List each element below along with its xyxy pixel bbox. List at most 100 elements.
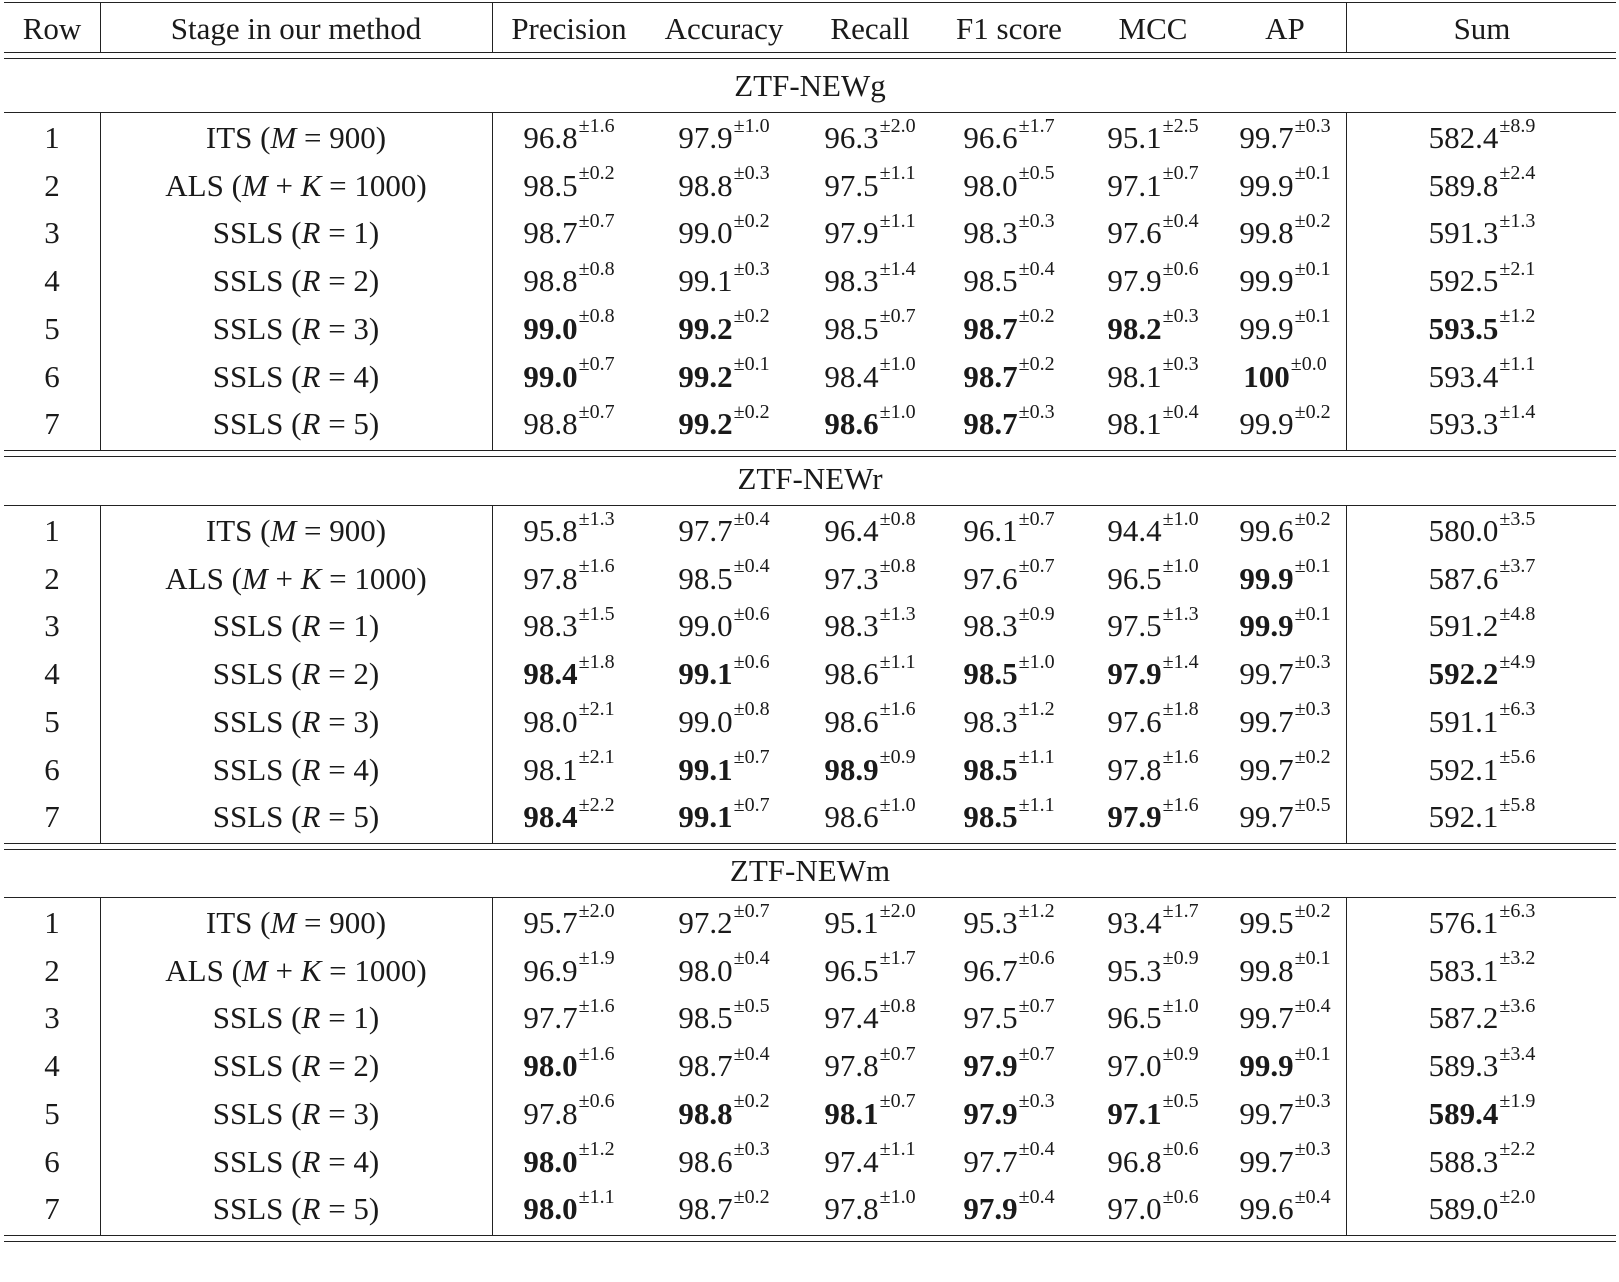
- metric-value: 97.8: [523, 560, 578, 596]
- metric-value: 97.5: [824, 167, 879, 203]
- metric-std: ±0.7: [733, 793, 770, 816]
- cell-accuracy: 99.1 ±0.7: [664, 746, 784, 794]
- cell-f1: 98.5 ±1.1: [952, 793, 1066, 841]
- metric-std: ±2.0: [879, 114, 916, 137]
- stage-name: ALS: [165, 952, 224, 988]
- metric-value: 95.8: [523, 513, 578, 548]
- cell-ap: 99.7 ±0.3: [1230, 698, 1340, 746]
- metric-std: ±0.8: [879, 994, 916, 1017]
- metric-value: 98.6: [678, 1143, 733, 1179]
- stage-cell: SSLS (R = 1): [212, 1000, 380, 1036]
- stage-param: R = 4: [301, 1143, 369, 1179]
- cell-ap: 99.9 ±0.1: [1230, 305, 1340, 353]
- cell-sum: 592.5 ±2.1: [1348, 257, 1616, 305]
- metric-std: ±8.9: [1499, 114, 1536, 137]
- metric-value: 98.0: [678, 952, 733, 988]
- section-bottom-rule-1: [4, 1234, 1616, 1236]
- cell-ap: 99.7 ±0.3: [1230, 114, 1340, 162]
- section-title-rule: [4, 112, 1616, 113]
- section-bottom-rule-2: [4, 455, 1616, 457]
- metric-value: 98.9: [824, 751, 879, 787]
- stage-param: R = 1: [301, 608, 369, 644]
- stage-cell: SSLS (R = 3): [212, 1095, 380, 1131]
- cell-ap: 99.9 ±0.1: [1230, 162, 1340, 210]
- metric-value: 97.5: [1107, 608, 1162, 644]
- row-number: 4: [44, 263, 60, 299]
- metric-std: ±2.5: [1162, 114, 1199, 137]
- cell-accuracy: 98.5 ±0.5: [664, 994, 784, 1042]
- metric-value: 98.8: [523, 406, 578, 442]
- metric-value: 97.9: [824, 215, 879, 251]
- header-sum: Sum: [1453, 11, 1511, 46]
- metric-value: 96.9: [523, 952, 578, 988]
- divider-stage: [492, 112, 493, 450]
- metric-std: ±1.6: [1162, 746, 1199, 768]
- metric-std: ±0.2: [733, 400, 770, 423]
- section-title: ZTF-NEWm: [729, 853, 891, 888]
- stage-name: SSLS: [212, 358, 284, 394]
- metric-std: ±2.4: [1499, 162, 1536, 185]
- metric-std: ±0.2: [1294, 899, 1331, 922]
- metric-value: 95.1: [824, 905, 879, 940]
- metric-value: 96.8: [1107, 1143, 1162, 1179]
- metric-std: ±0.9: [1018, 602, 1055, 625]
- stage-cell: SSLS (R = 5): [212, 799, 380, 835]
- stage-cell: SSLS (R = 4): [212, 358, 380, 394]
- metric-std: ±0.6: [1018, 947, 1055, 970]
- cell-accuracy: 97.2 ±0.7: [664, 899, 784, 947]
- metric-std: ±1.0: [879, 793, 916, 816]
- metric-std: ±1.7: [1018, 114, 1055, 137]
- table-row: 1 ITS (M = 900) 95.7 ±2.0 97.2 ±0.7 95.1 ±2.0 95…: [4, 899, 1616, 947]
- metric-std: ±0.5: [733, 994, 770, 1017]
- cell-sum: 592.1 ±5.8: [1348, 793, 1616, 841]
- header-accuracy: Accuracy: [664, 11, 784, 46]
- cell-accuracy: 99.2 ±0.2: [664, 400, 784, 448]
- metric-std: ±0.3: [1018, 209, 1055, 232]
- cell-sum: 592.2 ±4.9: [1348, 650, 1616, 698]
- metric-std: ±1.9: [1499, 1090, 1536, 1113]
- stage-cell: SSLS (R = 1): [212, 215, 380, 251]
- header-row-label: Row: [22, 11, 82, 46]
- cell-sum: 589.3 ±3.4: [1348, 1042, 1616, 1090]
- cell-precision: 98.8 ±0.8: [512, 257, 626, 305]
- metric-value: 576.1: [1428, 905, 1499, 940]
- metric-value: 98.3: [963, 703, 1018, 739]
- metric-std: ±0.5: [1162, 1090, 1199, 1113]
- section-bottom-rule-2: [4, 848, 1616, 850]
- stage-cell: SSLS (R = 5): [212, 406, 380, 442]
- metric-value: 593.5: [1428, 310, 1499, 346]
- cell-mcc: 97.1 ±0.7: [1096, 162, 1210, 210]
- metric-value: 593.4: [1428, 358, 1499, 394]
- metric-std: ±0.7: [733, 899, 770, 922]
- row-number: 6: [44, 358, 60, 394]
- cell-sum: 589.0 ±2.0: [1348, 1185, 1616, 1233]
- metric-value: 587.2: [1428, 1000, 1499, 1036]
- metric-std: ±1.6: [578, 555, 615, 578]
- cell-accuracy: 99.1 ±0.7: [664, 793, 784, 841]
- metric-value: 98.7: [963, 310, 1018, 346]
- cell-f1: 96.6 ±1.7: [952, 114, 1066, 162]
- metric-std: ±0.7: [1018, 555, 1055, 578]
- metric-value: 97.9: [963, 1095, 1018, 1131]
- cell-f1: 96.1 ±0.7: [952, 507, 1066, 555]
- table-row: 4 SSLS (R = 2) 98.4 ±1.8 99.1 ±0.6 98.6 ±1.1 98.…: [4, 650, 1616, 698]
- metric-value: 99.8: [1239, 215, 1294, 251]
- cell-mcc: 97.9 ±1.6: [1096, 793, 1210, 841]
- cell-f1: 98.3 ±0.9: [952, 602, 1066, 650]
- cell-accuracy: 98.0 ±0.4: [664, 947, 784, 995]
- metric-value: 97.3: [824, 560, 879, 596]
- metric-value: 98.5: [963, 751, 1018, 787]
- metric-value: 99.1: [678, 799, 733, 835]
- metric-value: 98.6: [824, 406, 879, 442]
- metric-value: 99.2: [678, 310, 733, 346]
- metric-value: 96.8: [523, 120, 578, 155]
- cell-precision: 98.5 ±0.2: [512, 162, 626, 210]
- metric-std: ±0.5: [1018, 162, 1055, 185]
- metric-value: 96.5: [1107, 560, 1162, 596]
- cell-accuracy: 99.2 ±0.2: [664, 305, 784, 353]
- cell-recall: 97.4 ±1.1: [814, 1138, 926, 1186]
- cell-mcc: 97.0 ±0.9: [1096, 1042, 1210, 1090]
- cell-mcc: 96.5 ±1.0: [1096, 555, 1210, 603]
- stage-param: M = 900: [270, 905, 376, 940]
- metric-std: ±0.2: [578, 162, 615, 185]
